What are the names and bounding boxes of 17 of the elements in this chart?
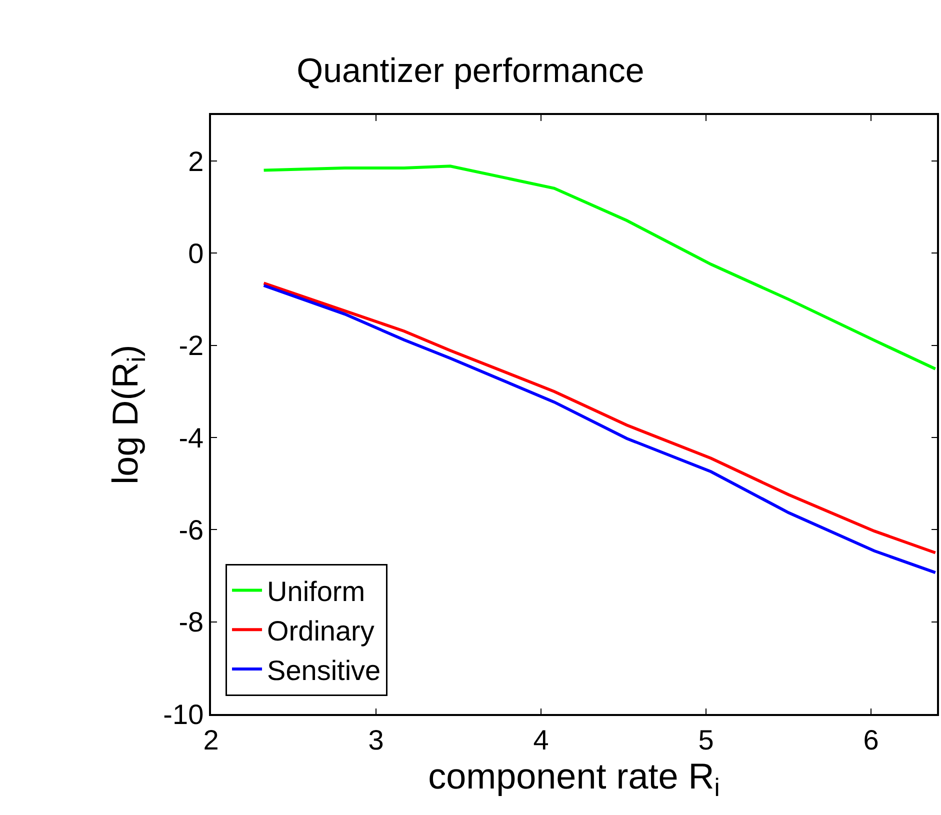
legend-label: Ordinary	[267, 616, 374, 647]
y-tick-label: -2	[178, 330, 204, 362]
y-tick-label: -10	[163, 698, 204, 730]
x-axis-title: component rate R$_{i}$	[428, 755, 720, 802]
y-tick-label: -8	[178, 606, 204, 638]
line-series	[262, 164, 937, 370]
y-tick-label: 2	[188, 146, 204, 177]
x-tick-label: 5	[698, 724, 714, 756]
x-tick-label: 6	[863, 724, 879, 756]
x-tick-label: 4	[533, 724, 549, 756]
x-tick-label: 3	[368, 724, 384, 756]
chart-title: Quantizer performance	[296, 52, 644, 90]
y-tick-label: -4	[178, 422, 204, 454]
legend-label: Sensitive	[267, 654, 381, 686]
y-tick-label: -6	[178, 514, 204, 546]
y-tick-label: 0	[188, 238, 204, 270]
legend-label: Uniform	[267, 576, 366, 608]
